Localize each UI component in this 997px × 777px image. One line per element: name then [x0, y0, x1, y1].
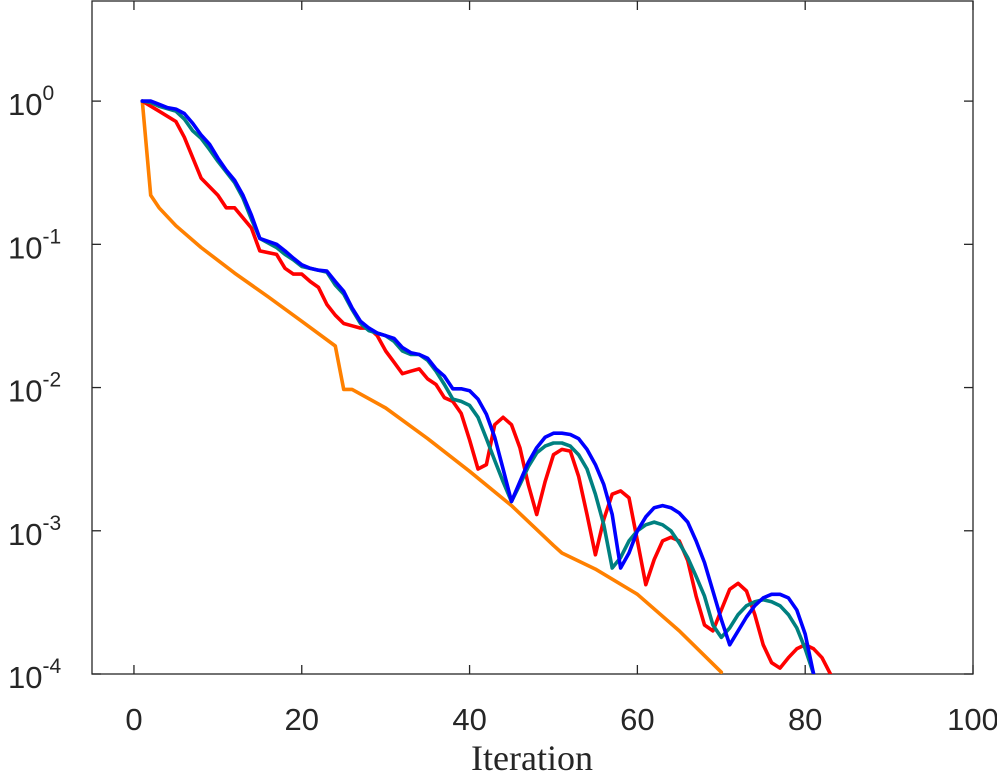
plot-area	[91, 0, 974, 675]
y-tick-exponent: 0	[42, 82, 54, 105]
y-tick-label: 10-4	[8, 655, 61, 695]
series-line-4	[140, 99, 816, 674]
y-tick-label: 10-1	[8, 225, 61, 265]
y-tick-label: 10-3	[8, 512, 61, 552]
x-tick-label: 100	[947, 702, 997, 737]
y-tick-label: 100	[8, 82, 54, 122]
series-line-3	[140, 99, 816, 674]
y-tick-exponent: -4	[42, 655, 61, 678]
x-tick-label: 20	[285, 702, 319, 737]
series-line-2	[140, 99, 833, 674]
x-tick-label: 0	[125, 702, 142, 737]
series-line-1	[140, 99, 724, 674]
y-tick-exponent: -3	[42, 512, 61, 535]
y-tick-exponent: -2	[42, 369, 61, 392]
y-tick-label: 10-2	[8, 369, 61, 409]
y-tick-exponent: -1	[42, 225, 61, 248]
x-tick-label: 80	[788, 702, 822, 737]
series-group	[140, 99, 833, 674]
y-tick-labels: 100 10-1 10-2 10-3 10-4	[8, 82, 61, 695]
axis-ticks	[92, 1, 974, 675]
x-tick-labels: 0 20 40 60 80 100	[125, 702, 997, 737]
x-tick-label: 40	[452, 702, 486, 737]
x-tick-label: 60	[620, 702, 654, 737]
x-axis-title: Iteration	[471, 738, 593, 777]
